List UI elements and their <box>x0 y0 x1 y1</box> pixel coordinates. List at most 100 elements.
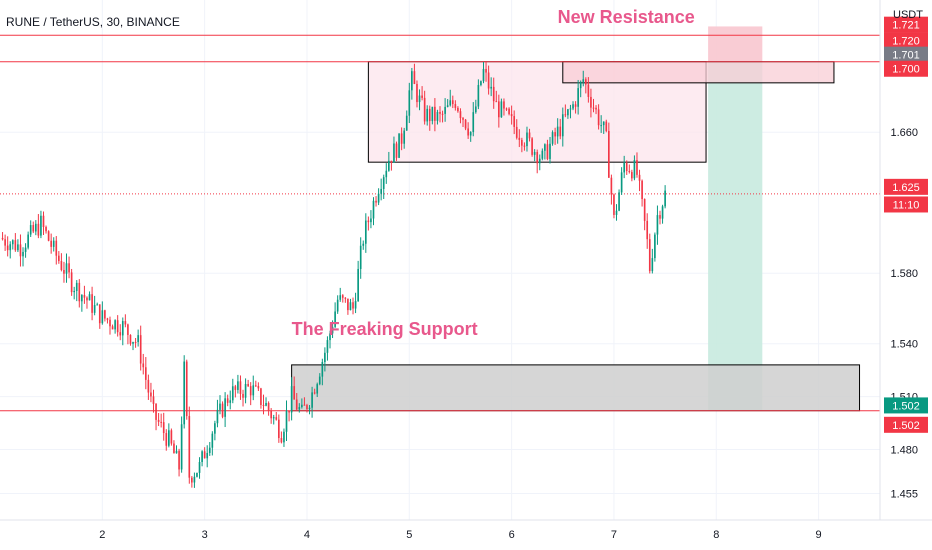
candle-body <box>1 237 4 240</box>
candle-body <box>477 84 480 107</box>
candle-body <box>155 403 157 420</box>
candle-body <box>139 335 142 364</box>
candle-body <box>464 119 467 129</box>
candle-body <box>170 430 173 444</box>
candle-body <box>40 215 42 236</box>
candle-body <box>14 240 17 251</box>
candle-body <box>45 226 47 232</box>
candle-body <box>567 109 569 116</box>
price-tag-label: 1.502 <box>892 400 920 412</box>
time-axis[interactable]: 2 3 4 5 6 7 8 9 <box>99 529 821 541</box>
candle-body <box>344 297 347 299</box>
candle-body <box>526 132 528 147</box>
x-tick-label: 7 <box>611 529 617 541</box>
candle-body <box>132 341 134 344</box>
candle-body <box>643 199 646 221</box>
candle-body <box>288 410 290 413</box>
price-tag-label: 1.502 <box>892 420 920 432</box>
candle-body <box>55 240 58 256</box>
candle-body <box>104 310 106 319</box>
x-tick-label: 2 <box>99 529 105 541</box>
candle-body <box>551 132 554 144</box>
candle-body <box>418 95 421 103</box>
candle-body <box>375 200 377 203</box>
candle-body <box>114 320 116 330</box>
candle-body <box>101 310 104 324</box>
candle-body <box>68 263 70 273</box>
candle-body <box>109 319 111 327</box>
candle-body <box>249 386 252 396</box>
candle-body <box>569 108 572 110</box>
candle-body <box>301 404 303 408</box>
candle-body <box>444 106 446 114</box>
candle-body <box>554 132 556 137</box>
candle-body <box>428 108 431 122</box>
candle-body <box>638 174 641 181</box>
candle-body <box>561 114 564 137</box>
price-tag-bg <box>884 60 928 77</box>
stop-loss-zone <box>708 26 763 62</box>
candle-body <box>106 318 109 320</box>
candle-body <box>498 101 500 118</box>
candle-body <box>620 172 623 193</box>
candle-body <box>144 367 147 380</box>
candle-body <box>625 163 628 172</box>
candle-body <box>111 326 114 330</box>
y-tick-label: 1.660 <box>890 127 918 139</box>
candle-body <box>584 79 587 85</box>
candle-body <box>446 105 449 107</box>
candle-body <box>503 101 505 109</box>
candle-body <box>608 130 610 178</box>
candle-body <box>75 282 78 291</box>
candle-body <box>203 451 206 459</box>
candle-body <box>27 234 29 248</box>
candle-body <box>60 261 63 270</box>
candle-body <box>185 361 188 417</box>
candle-body <box>472 112 475 132</box>
candle-body <box>88 294 91 301</box>
candle-body <box>91 294 93 313</box>
candle-body <box>152 396 155 404</box>
candle-body <box>11 240 14 245</box>
support-label: The Freaking Support <box>292 319 478 339</box>
candle-body <box>434 106 436 121</box>
candle-body <box>37 223 40 236</box>
candle-body <box>252 385 255 396</box>
x-tick-label: 4 <box>304 529 310 541</box>
candle-body <box>508 108 510 115</box>
candle-body <box>93 305 96 313</box>
candle-body <box>208 447 211 453</box>
candle-body <box>116 320 119 333</box>
candle-body <box>664 190 666 207</box>
candle-body <box>628 171 631 173</box>
price-tag-label: 1.700 <box>892 64 920 76</box>
candle-body <box>270 410 272 419</box>
candle-body <box>500 101 503 118</box>
candle-body <box>313 392 316 394</box>
candle-body <box>515 126 518 138</box>
candle-body <box>416 83 418 103</box>
candle-body <box>403 130 406 144</box>
candle-body <box>646 220 649 240</box>
candle-body <box>492 86 495 102</box>
annotations-layer: New Resistance The Freaking Support <box>292 7 695 339</box>
candle-body <box>137 335 139 343</box>
candle-body <box>24 247 27 252</box>
candle-body <box>196 472 198 477</box>
take-profit-zone <box>708 61 763 411</box>
candle-body <box>359 245 362 269</box>
candle-body <box>29 225 32 235</box>
candle-body <box>531 138 533 155</box>
candle-body <box>175 450 178 454</box>
candle-body <box>395 143 398 158</box>
candle-body <box>595 107 597 110</box>
candle-body <box>487 72 490 89</box>
price-tag-bg <box>884 416 928 433</box>
candle-body <box>188 416 191 478</box>
x-tick-label: 9 <box>816 529 822 541</box>
candle-body <box>267 403 270 411</box>
candle-body <box>272 417 275 419</box>
candle-body <box>216 409 219 424</box>
candle-body <box>574 104 577 107</box>
